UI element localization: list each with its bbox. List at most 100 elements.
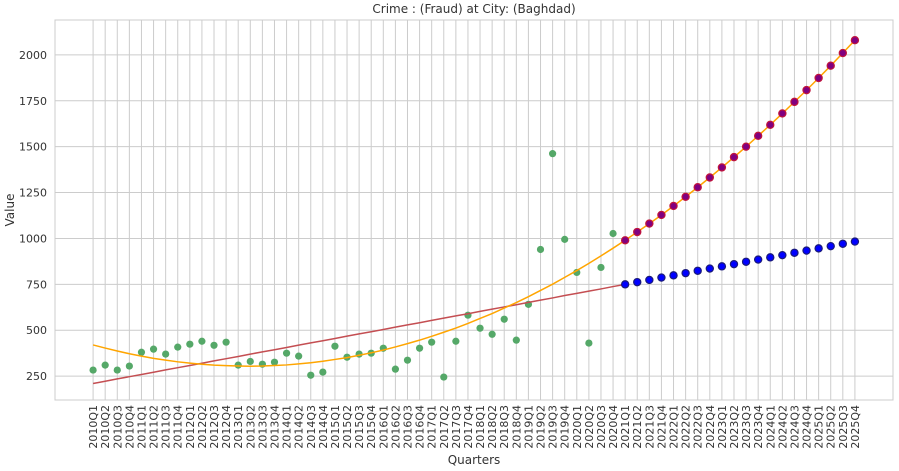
x-tick-label: 2014Q4 xyxy=(317,405,330,449)
x-tick-label: 2025Q2 xyxy=(825,405,838,449)
x-tick-label: 2019Q1 xyxy=(522,405,535,449)
point xyxy=(125,362,133,370)
point xyxy=(620,236,630,245)
point xyxy=(633,227,642,237)
point xyxy=(717,163,727,172)
x-tick-label: 2022Q1 xyxy=(668,405,681,449)
point xyxy=(838,48,848,58)
point xyxy=(137,348,146,356)
x-axis-label: Quarters xyxy=(448,453,501,467)
x-tick-label: 2019Q4 xyxy=(559,405,572,449)
x-tick-label: 2022Q4 xyxy=(704,405,717,449)
x-tick-label: 2018Q1 xyxy=(474,405,487,449)
point xyxy=(391,365,399,373)
x-tick-label: 2011Q3 xyxy=(160,405,173,449)
x-tick-label: 2017Q4 xyxy=(462,405,475,449)
y-tick-label: 1250 xyxy=(19,187,47,200)
point xyxy=(741,142,751,151)
fit-line xyxy=(92,283,626,385)
x-tick-label: 2023Q4 xyxy=(752,405,765,449)
point xyxy=(741,257,751,266)
point xyxy=(753,131,763,141)
x-tick-label: 2022Q2 xyxy=(680,405,693,449)
y-axis-label: Value xyxy=(3,194,17,227)
point xyxy=(149,345,158,353)
x-tick-label: 2020Q4 xyxy=(607,405,620,449)
x-tick-label: 2010Q3 xyxy=(111,405,124,449)
x-tick-label: 2011Q2 xyxy=(148,405,161,449)
point xyxy=(89,366,97,374)
y-tick-label: 1500 xyxy=(19,141,47,154)
x-tick-label: 2025Q3 xyxy=(837,405,850,449)
x-tick-label: 2023Q2 xyxy=(728,405,741,449)
point xyxy=(778,109,787,118)
point xyxy=(645,219,654,228)
x-tick-label: 2010Q2 xyxy=(99,405,112,449)
x-tick-label: 2023Q1 xyxy=(716,405,729,449)
x-tick-label: 2016Q2 xyxy=(389,405,402,449)
point xyxy=(657,210,666,220)
point xyxy=(549,150,557,158)
point xyxy=(729,259,739,269)
point xyxy=(681,192,690,201)
point xyxy=(850,35,860,45)
x-tick-label: 2018Q3 xyxy=(498,405,511,449)
point xyxy=(753,255,763,264)
point xyxy=(162,350,170,358)
x-tick-label: 2019Q3 xyxy=(547,405,560,449)
x-tick-label: 2020Q1 xyxy=(571,405,584,449)
x-tick-label: 2012Q4 xyxy=(220,405,233,449)
point xyxy=(850,237,860,246)
point xyxy=(282,349,291,357)
x-tick-label: 2012Q3 xyxy=(208,405,221,449)
x-tick-label: 2010Q1 xyxy=(87,405,100,449)
point xyxy=(802,85,811,95)
x-tick-label: 2018Q4 xyxy=(510,405,523,449)
x-tick-label: 2012Q2 xyxy=(196,405,209,449)
point xyxy=(597,263,605,272)
point xyxy=(246,357,254,366)
point xyxy=(561,235,569,243)
x-tick-label: 2011Q1 xyxy=(135,405,148,449)
x-tick-label: 2022Q3 xyxy=(692,405,705,449)
x-tick-label: 2024Q2 xyxy=(776,405,789,449)
point xyxy=(488,330,496,338)
x-tick-label: 2023Q3 xyxy=(740,405,753,449)
point xyxy=(778,250,787,260)
x-tick-label: 2015Q2 xyxy=(341,405,354,449)
x-tick-label: 2017Q1 xyxy=(426,405,439,449)
point xyxy=(645,275,654,285)
x-tick-label: 2014Q1 xyxy=(281,405,294,449)
y-tick-label: 500 xyxy=(26,324,47,337)
point xyxy=(693,266,702,275)
x-tick-label: 2015Q3 xyxy=(353,405,366,449)
point xyxy=(838,239,848,248)
point xyxy=(234,361,242,369)
point xyxy=(826,61,835,70)
x-tick-label: 2024Q3 xyxy=(788,405,801,449)
point xyxy=(222,338,230,346)
y-tick-label: 1000 xyxy=(19,232,47,245)
x-tick-label: 2013Q1 xyxy=(232,405,245,449)
x-tick-label: 2015Q1 xyxy=(329,405,342,449)
point xyxy=(633,277,642,287)
point xyxy=(198,337,206,345)
x-tick-label: 2021Q3 xyxy=(643,405,656,449)
x-tick-label: 2018Q2 xyxy=(486,405,499,449)
x-tick-label: 2011Q4 xyxy=(172,405,185,449)
x-tick-label: 2013Q2 xyxy=(244,405,257,449)
x-tick-label: 2016Q4 xyxy=(414,405,427,449)
point xyxy=(814,73,823,83)
x-tick-label: 2020Q3 xyxy=(595,405,608,449)
plot-frame xyxy=(54,19,894,401)
point xyxy=(620,280,630,289)
point xyxy=(403,356,412,364)
x-tick-label: 2017Q3 xyxy=(450,405,463,449)
point xyxy=(705,264,715,273)
x-tick-label: 2010Q4 xyxy=(123,405,136,449)
x-tick-label: 2015Q4 xyxy=(365,405,378,449)
point xyxy=(669,201,678,211)
y-tick-label: 250 xyxy=(26,370,47,383)
x-tick-label: 2012Q1 xyxy=(184,405,197,449)
